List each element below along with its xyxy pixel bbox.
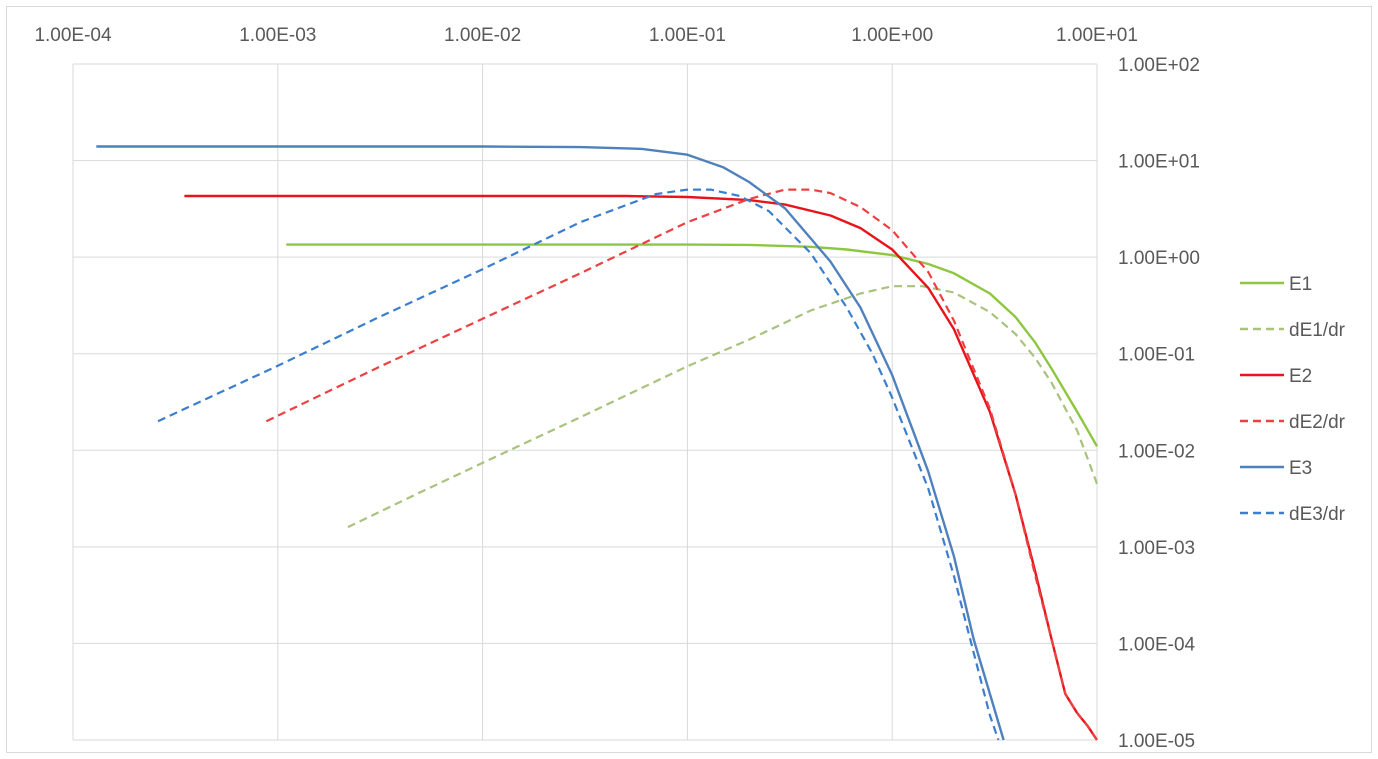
legend: E1 dE1/dr E2 dE2/dr E3 dE3/dr [1240, 274, 1346, 525]
y-tick-label: 1.00E+00 [1118, 248, 1200, 269]
legend-label: E3 [1289, 458, 1312, 479]
y-tick-label: 1.00E-04 [1118, 634, 1196, 655]
chart-frame [6, 6, 1372, 753]
series-line-e1 [286, 243, 1099, 447]
y-tick-labels: 1.00E+02 1.00E+01 1.00E+00 1.00E-01 1.00E-02… [1118, 55, 1200, 752]
x-tick-label: 1.00E-03 [239, 25, 316, 46]
x-tick-label: 1.00E+01 [1056, 25, 1138, 46]
y-tick-label: 1.00E+02 [1118, 55, 1200, 76]
x-tick-label: 1.00E-04 [34, 25, 112, 46]
x-tick-label: 1.00E+00 [851, 25, 933, 46]
legend-label: dE3/dr [1289, 504, 1346, 525]
y-tick-label: 1.00E-05 [1118, 731, 1195, 752]
series-line-de1-dr [347, 285, 1099, 529]
y-tick-label: 1.00E-02 [1118, 441, 1195, 462]
legend-label: E1 [1289, 274, 1312, 295]
series-lines [96, 145, 1099, 741]
legend-label: E2 [1289, 366, 1312, 387]
y-tick-label: 1.00E+01 [1118, 152, 1200, 173]
series-line-e3 [96, 145, 1005, 741]
gridlines [72, 63, 1098, 741]
legend-label: dE2/dr [1289, 412, 1346, 433]
x-tick-labels: 1.00E-04 1.00E-03 1.00E-02 1.00E-01 1.00E+00… [34, 25, 1138, 46]
series-line-de3-dr [157, 188, 1000, 741]
y-tick-label: 1.00E-03 [1118, 538, 1195, 559]
x-tick-label: 1.00E-02 [444, 25, 521, 46]
y-tick-label: 1.00E-01 [1118, 345, 1195, 366]
legend-label: dE1/dr [1289, 320, 1346, 341]
series-line-de2-dr [265, 188, 1098, 741]
x-tick-label: 1.00E-01 [649, 25, 726, 46]
